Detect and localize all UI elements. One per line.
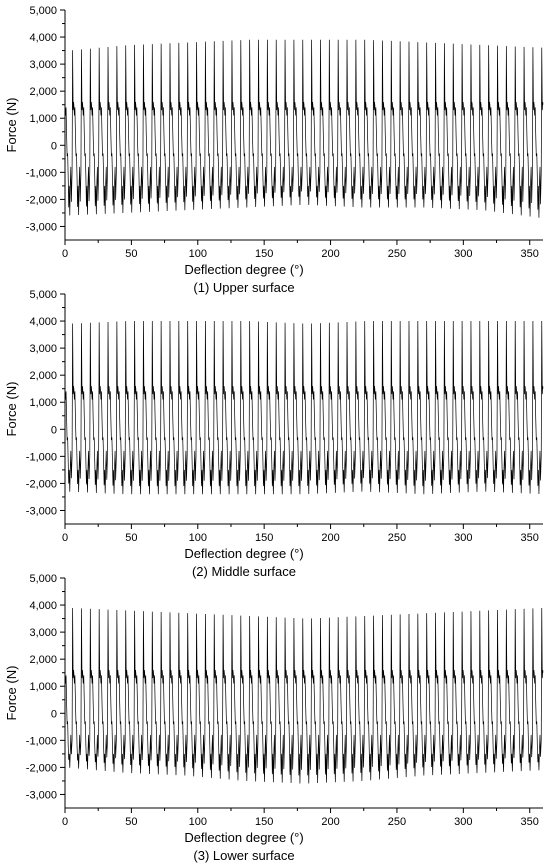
x-tick-label: 50 xyxy=(125,532,137,544)
x-tick-label: 0 xyxy=(62,248,68,260)
y-tick-label: 4,000 xyxy=(29,316,57,328)
chart-panel-upper-surface: Force (N) Deflection degree (°) (1) Uppe… xyxy=(4,5,544,295)
y-axis-label: Force (N) xyxy=(4,666,19,721)
chart-caption: (3) Lower surface xyxy=(193,848,294,863)
y-tick-label: 5,000 xyxy=(29,5,57,17)
chart-panel-lower-surface: Force (N) Deflection degree (°) (3) Lowe… xyxy=(4,573,544,863)
x-axis-label: Deflection degree (°) xyxy=(184,546,303,561)
chart-panel-middle-surface: Force (N) Deflection degree (°) (2) Midd… xyxy=(4,289,544,579)
y-tick-label: 0 xyxy=(51,424,57,436)
y-tick-label: 2,000 xyxy=(29,370,57,382)
y-tick-label: 1,000 xyxy=(29,397,57,409)
y-tick-label: 3,000 xyxy=(29,343,57,355)
x-axis-label: Deflection degree (°) xyxy=(184,262,303,277)
force-series-line xyxy=(64,39,544,218)
x-tick-label: 100 xyxy=(189,532,207,544)
y-tick-label: -3,000 xyxy=(26,505,57,517)
y-tick-label: -1,000 xyxy=(26,167,57,179)
x-tick-label: 200 xyxy=(321,532,339,544)
x-tick-label: 50 xyxy=(125,248,137,260)
y-tick-label: 5,000 xyxy=(29,573,57,585)
x-tick-label: 150 xyxy=(255,532,273,544)
y-tick-label: 0 xyxy=(51,140,57,152)
y-tick-label: 4,000 xyxy=(29,32,57,44)
y-tick-label: -2,000 xyxy=(26,478,57,490)
x-tick-label: 250 xyxy=(388,532,406,544)
y-tick-label: 2,000 xyxy=(29,86,57,98)
x-tick-label: 0 xyxy=(62,532,68,544)
x-tick-label: 100 xyxy=(189,816,207,828)
x-tick-label: 150 xyxy=(255,248,273,260)
x-tick-label: 350 xyxy=(521,248,539,260)
chart-caption: (2) Middle surface xyxy=(192,564,296,579)
y-tick-label: 3,000 xyxy=(29,59,57,71)
y-tick-label: 2,000 xyxy=(29,654,57,666)
y-tick-label: -1,000 xyxy=(26,735,57,747)
force-series-line xyxy=(64,607,544,784)
x-tick-label: 250 xyxy=(388,248,406,260)
y-tick-label: -1,000 xyxy=(26,451,57,463)
x-tick-label: 150 xyxy=(255,816,273,828)
x-tick-label: 250 xyxy=(388,816,406,828)
y-tick-label: -2,000 xyxy=(26,194,57,206)
x-tick-label: 0 xyxy=(62,816,68,828)
x-axis-label: Deflection degree (°) xyxy=(184,830,303,845)
y-tick-label: 1,000 xyxy=(29,113,57,125)
x-tick-label: 300 xyxy=(454,816,472,828)
y-tick-label: 4,000 xyxy=(29,600,57,612)
y-tick-label: -3,000 xyxy=(26,789,57,801)
x-tick-label: 300 xyxy=(454,532,472,544)
chart-caption: (1) Upper surface xyxy=(193,280,294,295)
x-tick-label: 350 xyxy=(521,816,539,828)
force-series-line xyxy=(64,321,544,495)
y-tick-label: 5,000 xyxy=(29,289,57,301)
y-tick-label: 1,000 xyxy=(29,681,57,693)
y-axis-label: Force (N) xyxy=(4,382,19,437)
y-tick-label: 3,000 xyxy=(29,627,57,639)
x-tick-label: 200 xyxy=(321,816,339,828)
y-tick-label: -3,000 xyxy=(26,221,57,233)
y-tick-label: 0 xyxy=(51,708,57,720)
y-axis-label: Force (N) xyxy=(4,98,19,153)
x-tick-label: 50 xyxy=(125,816,137,828)
x-tick-label: 200 xyxy=(321,248,339,260)
x-tick-label: 300 xyxy=(454,248,472,260)
x-tick-label: 350 xyxy=(521,532,539,544)
x-tick-label: 100 xyxy=(189,248,207,260)
y-tick-label: -2,000 xyxy=(26,762,57,774)
